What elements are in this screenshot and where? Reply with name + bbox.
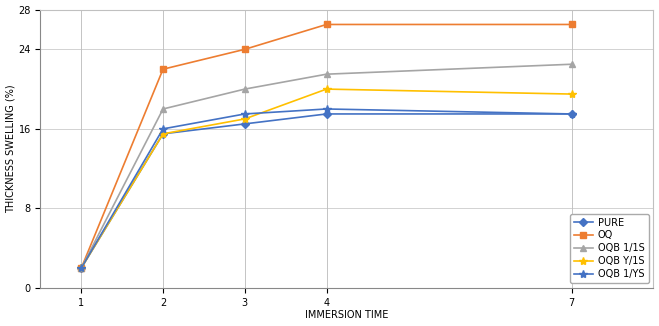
Y-axis label: THICKNESS SWELLING (%): THICKNESS SWELLING (%) <box>5 84 16 213</box>
Line: OQ: OQ <box>78 22 575 271</box>
OQB 1/YS <box>241 112 248 116</box>
OQB 1/1S <box>77 266 85 270</box>
OQB Y/1S <box>77 266 85 270</box>
OQ <box>77 266 85 270</box>
Legend: PURE, OQ, OQB 1/1S, OQB Y/1S, OQB 1/YS: PURE, OQ, OQB 1/1S, OQB Y/1S, OQB 1/YS <box>570 214 648 283</box>
PURE <box>568 112 576 116</box>
PURE <box>322 112 330 116</box>
OQB Y/1S <box>241 117 248 121</box>
OQB 1/YS <box>77 266 85 270</box>
OQB 1/YS <box>568 112 576 116</box>
OQB 1/1S <box>568 62 576 66</box>
Line: OQB 1/YS: OQB 1/YS <box>77 105 576 272</box>
OQ <box>322 22 330 26</box>
PURE <box>77 266 85 270</box>
OQB Y/1S <box>568 92 576 96</box>
X-axis label: IMMERSION TIME: IMMERSION TIME <box>305 310 389 320</box>
OQ <box>568 22 576 26</box>
Line: OQB Y/1S: OQB Y/1S <box>77 85 576 272</box>
OQB 1/1S <box>322 72 330 76</box>
OQB 1/YS <box>322 107 330 111</box>
OQB Y/1S <box>159 132 167 136</box>
Line: OQB 1/1S: OQB 1/1S <box>78 62 575 271</box>
OQ <box>241 47 248 51</box>
OQB Y/1S <box>322 87 330 91</box>
OQ <box>159 67 167 71</box>
PURE <box>241 122 248 126</box>
OQB 1/1S <box>159 107 167 111</box>
Line: PURE: PURE <box>78 111 575 271</box>
OQB 1/1S <box>241 87 248 91</box>
OQB 1/YS <box>159 127 167 131</box>
PURE <box>159 132 167 136</box>
